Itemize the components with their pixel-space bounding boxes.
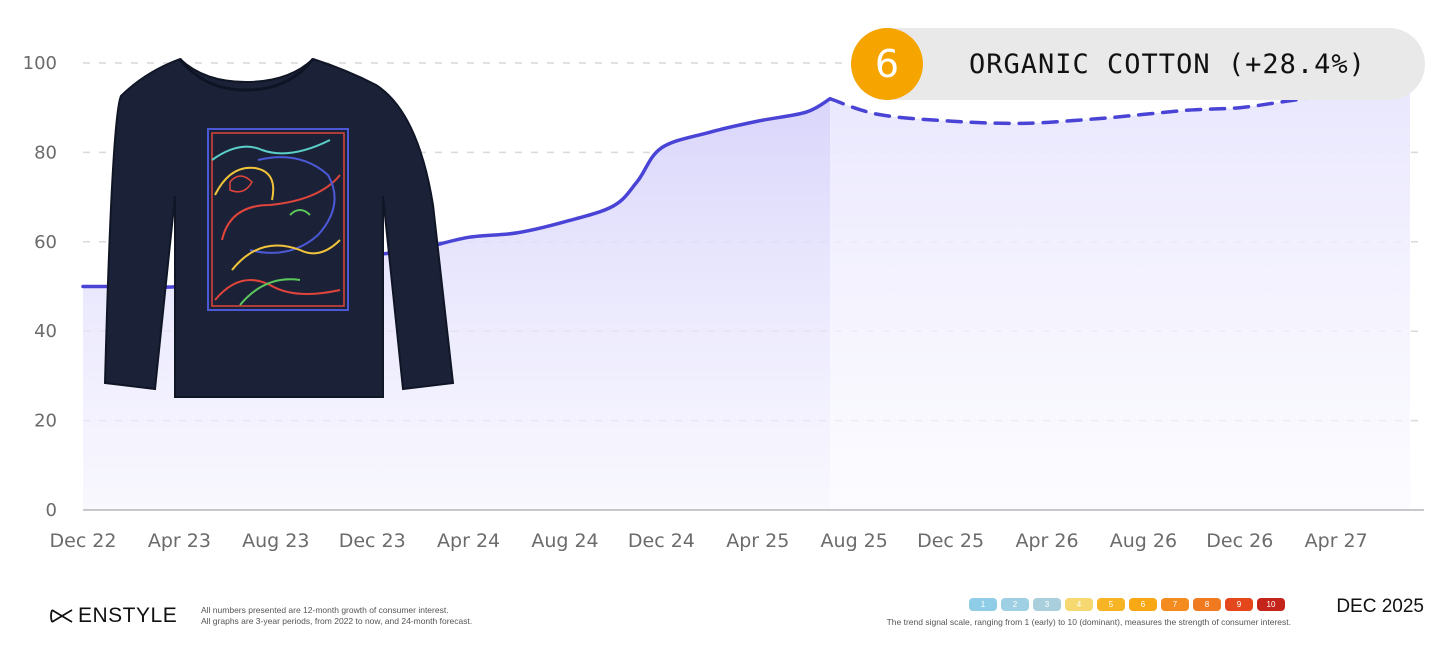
x-tick-label: Aug 24 xyxy=(531,530,598,552)
scale-step: 10 xyxy=(1257,598,1285,611)
footnote: All numbers presented are 12-month growt… xyxy=(201,605,472,627)
x-tick-label: Aug 26 xyxy=(1110,530,1177,552)
y-tick-label: 80 xyxy=(34,142,57,163)
x-tick-label: Apr 26 xyxy=(1015,530,1078,552)
brand-logo: ENSTYLE xyxy=(50,604,177,628)
trend-badge: 6 ORGANIC COTTON (+28.4%) xyxy=(851,28,1425,100)
x-tick-label: Dec 26 xyxy=(1206,530,1273,552)
scale-step: 4 xyxy=(1065,598,1093,611)
x-tick-label: Dec 22 xyxy=(50,530,117,552)
scale-step: 8 xyxy=(1193,598,1221,611)
x-tick-label: Dec 23 xyxy=(339,530,406,552)
scale-step: 1 xyxy=(969,598,997,611)
scale-step: 6 xyxy=(1129,598,1157,611)
x-tick-label: Apr 23 xyxy=(148,530,211,552)
scale-step: 3 xyxy=(1033,598,1061,611)
scissors-icon xyxy=(50,609,73,623)
x-tick-label: Dec 25 xyxy=(917,530,984,552)
area-fill xyxy=(83,89,1410,510)
y-tick-label: 40 xyxy=(34,321,57,342)
scale-step: 7 xyxy=(1161,598,1189,611)
scale-step: 2 xyxy=(1001,598,1029,611)
x-tick-label: Aug 23 xyxy=(242,530,309,552)
scale-caption: The trend signal scale, ranging from 1 (… xyxy=(886,617,1291,627)
y-tick-label: 0 xyxy=(46,500,57,521)
trend-title: ORGANIC COTTON (+28.4%) xyxy=(969,48,1366,80)
x-axis: Dec 22 Apr 23 Aug 23 Dec 23 Apr 24 Aug 24 Dec … xyxy=(50,530,1368,552)
y-tick-label: 100 xyxy=(23,53,57,74)
y-tick-label: 20 xyxy=(34,411,57,432)
forecast-area xyxy=(830,89,1410,510)
history-area xyxy=(83,98,831,510)
x-tick-label: Aug 25 xyxy=(821,530,888,552)
sweatshirt-image xyxy=(103,57,455,398)
footnote-line: All numbers presented are 12-month growt… xyxy=(201,605,449,615)
y-axis: 0 20 40 60 80 100 xyxy=(23,53,57,521)
x-tick-label: Dec 24 xyxy=(628,530,695,552)
trend-signal-scale: 1 2 3 4 5 6 7 8 9 10 xyxy=(969,598,1285,611)
scale-step: 9 xyxy=(1225,598,1253,611)
scale-step: 5 xyxy=(1097,598,1125,611)
x-tick-label: Apr 24 xyxy=(437,530,500,552)
x-tick-label: Apr 27 xyxy=(1305,530,1368,552)
y-tick-label: 60 xyxy=(34,232,57,253)
footnote-line: All graphs are 3-year periods, from 2022… xyxy=(201,616,473,626)
forecast-line xyxy=(828,88,1387,126)
report-date: DEC 2025 xyxy=(1336,596,1424,617)
x-tick-label: Apr 25 xyxy=(726,530,789,552)
rank-badge: 6 xyxy=(851,28,923,100)
brand-name: ENSTYLE xyxy=(78,604,178,627)
